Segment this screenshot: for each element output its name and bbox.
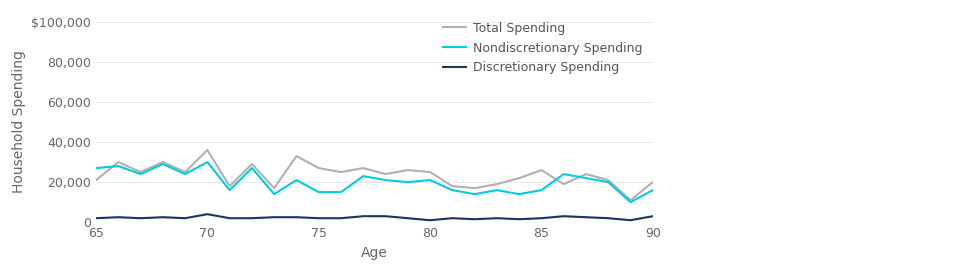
Discretionary Spending — [380, 215, 392, 218]
Nondiscretionary Spending — [380, 179, 392, 182]
Nondiscretionary Spending — [514, 192, 525, 196]
Nondiscretionary Spending — [291, 179, 302, 182]
Discretionary Spending — [446, 217, 458, 220]
Discretionary Spending — [492, 217, 503, 220]
Discretionary Spending — [647, 215, 659, 218]
Discretionary Spending — [402, 217, 414, 220]
Total Spending — [202, 149, 213, 152]
Discretionary Spending — [357, 215, 369, 218]
Discretionary Spending — [291, 215, 302, 219]
Nondiscretionary Spending — [580, 176, 591, 180]
Nondiscretionary Spending — [536, 189, 547, 192]
Total Spending — [514, 176, 525, 180]
Discretionary Spending — [603, 217, 614, 220]
Total Spending — [536, 169, 547, 172]
Total Spending — [357, 166, 369, 170]
Total Spending — [335, 170, 347, 174]
Nondiscretionary Spending — [202, 160, 213, 164]
Line: Discretionary Spending: Discretionary Spending — [96, 214, 653, 220]
Nondiscretionary Spending — [134, 172, 146, 176]
Total Spending — [446, 185, 458, 188]
Total Spending — [468, 186, 480, 190]
Nondiscretionary Spending — [157, 162, 169, 166]
Y-axis label: Household Spending: Household Spending — [12, 50, 26, 193]
Total Spending — [224, 185, 235, 188]
Nondiscretionary Spending — [357, 175, 369, 178]
Total Spending — [603, 179, 614, 182]
Total Spending — [291, 154, 302, 158]
Nondiscretionary Spending — [647, 189, 659, 192]
Nondiscretionary Spending — [313, 191, 324, 194]
Discretionary Spending — [180, 217, 191, 220]
Discretionary Spending — [536, 217, 547, 220]
Line: Total Spending: Total Spending — [96, 150, 653, 200]
Discretionary Spending — [468, 218, 480, 221]
Discretionary Spending — [580, 215, 591, 219]
Nondiscretionary Spending — [269, 192, 280, 196]
Nondiscretionary Spending — [335, 191, 347, 194]
Total Spending — [380, 172, 392, 176]
Nondiscretionary Spending — [558, 172, 569, 176]
Discretionary Spending — [514, 218, 525, 221]
Discretionary Spending — [246, 217, 257, 220]
Nondiscretionary Spending — [468, 192, 480, 196]
Nondiscretionary Spending — [492, 189, 503, 192]
X-axis label: Age: Age — [361, 246, 388, 260]
Discretionary Spending — [313, 217, 324, 220]
Nondiscretionary Spending — [90, 166, 102, 170]
Nondiscretionary Spending — [180, 172, 191, 176]
Discretionary Spending — [112, 215, 124, 219]
Nondiscretionary Spending — [224, 189, 235, 192]
Nondiscretionary Spending — [246, 166, 257, 170]
Total Spending — [90, 179, 102, 182]
Discretionary Spending — [335, 217, 347, 220]
Nondiscretionary Spending — [402, 180, 414, 184]
Total Spending — [313, 166, 324, 170]
Discretionary Spending — [558, 215, 569, 218]
Total Spending — [580, 172, 591, 176]
Legend: Total Spending, Nondiscretionary Spending, Discretionary Spending: Total Spending, Nondiscretionary Spendin… — [440, 18, 646, 78]
Total Spending — [180, 170, 191, 174]
Discretionary Spending — [424, 219, 436, 222]
Nondiscretionary Spending — [424, 179, 436, 182]
Total Spending — [269, 186, 280, 190]
Total Spending — [625, 199, 636, 202]
Nondiscretionary Spending — [603, 180, 614, 184]
Total Spending — [157, 160, 169, 164]
Discretionary Spending — [134, 217, 146, 220]
Discretionary Spending — [202, 212, 213, 216]
Discretionary Spending — [625, 219, 636, 222]
Nondiscretionary Spending — [625, 201, 636, 204]
Discretionary Spending — [157, 215, 169, 219]
Nondiscretionary Spending — [446, 189, 458, 192]
Total Spending — [647, 180, 659, 184]
Discretionary Spending — [90, 217, 102, 220]
Total Spending — [424, 170, 436, 174]
Total Spending — [246, 162, 257, 166]
Total Spending — [402, 169, 414, 172]
Total Spending — [112, 160, 124, 164]
Nondiscretionary Spending — [112, 164, 124, 168]
Total Spending — [558, 182, 569, 186]
Discretionary Spending — [269, 215, 280, 219]
Total Spending — [134, 170, 146, 174]
Discretionary Spending — [224, 217, 235, 220]
Total Spending — [492, 182, 503, 186]
Line: Nondiscretionary Spending: Nondiscretionary Spending — [96, 162, 653, 202]
